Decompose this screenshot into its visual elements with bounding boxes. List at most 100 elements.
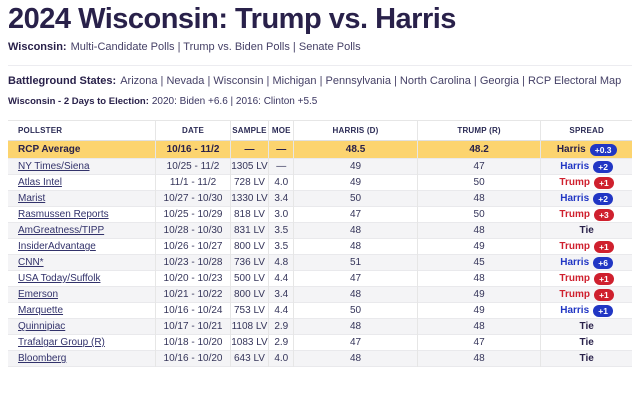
table-row: USA Today/Suffolk 10/20 - 10/23 500 LV 4… [8,270,632,287]
pollster-link[interactable]: CNN* [18,257,44,269]
pollster-link[interactable]: Quinnipiac [18,321,66,333]
spread-leader: Harris [560,193,590,205]
spread-leader: Tie [579,225,594,237]
poll-sample: 1330 LV [229,190,269,207]
pollster-link[interactable]: Bloomberg [18,353,67,365]
poll-moe: 2.9 [268,318,294,335]
harris-value: 49 [293,174,418,191]
poll-sample: 800 LV [229,238,269,255]
nav-link-nevada[interactable]: Nevada [166,75,205,88]
nav-link-michigan[interactable]: Michigan [272,75,317,88]
state-polls-nav: Wisconsin:Multi-Candidate Polls Trump vs.… [8,41,632,53]
battleground-label: Battleground States: [8,75,117,88]
trump-value: 48 [416,270,541,287]
poll-date: 10/25 - 10/29 [155,206,231,223]
trump-value: 45 [416,254,541,271]
nav-link-trump-vs-biden-polls[interactable]: Trump vs. Biden Polls [183,41,290,54]
nav-link-pennsylvania[interactable]: Pennsylvania [325,75,391,88]
spread-badge: +2 [593,192,614,205]
rcp-average-row: RCP Average 10/16 - 11/2 — — 48.5 48.2 H… [8,140,632,159]
poll-moe: — [268,158,294,175]
table-row: Trafalgar Group (R) 10/18 - 10/20 1083 L… [8,334,632,351]
pollster-link[interactable]: Marist [18,193,46,205]
trump-value: 48 [416,318,541,335]
poll-date: 10/25 - 11/2 [155,158,231,175]
nav-link-georgia[interactable]: Georgia [479,75,519,88]
table-row: Emerson 10/21 - 10/22 800 LV 3.4 48 49 T… [8,286,632,303]
poll-sample: 818 LV [229,206,269,223]
harris-value: 48 [293,350,418,367]
trump-value: 48 [416,190,541,207]
average-date: 10/16 - 11/2 [155,140,231,159]
poll-date: 10/26 - 10/27 [155,238,231,255]
table-row: InsiderAdvantage 10/26 - 10/27 800 LV 3.… [8,238,632,255]
poll-sample: 728 LV [229,174,269,191]
spread-leader: Tie [579,321,594,333]
nav-link-arizona[interactable]: Arizona [120,75,158,88]
subnav-label: Wisconsin: [8,41,67,54]
poll-date: 10/18 - 10/20 [155,334,231,351]
spread-leader: Trump [559,289,590,301]
rcp-poll-page: 2024 Wisconsin: Trump vs. Harris Wiscons… [8,4,632,367]
poll-sample: 1083 LV [229,334,269,351]
context-label: Wisconsin - 2 Days to Election: [8,96,149,108]
polls-table: POLLSTER DATE SAMPLE MOE HARRIS (D) TRUM… [8,120,632,367]
header-row: POLLSTER DATE SAMPLE MOE HARRIS (D) TRUM… [8,120,632,142]
nav-link-multi-candidate-polls[interactable]: Multi-Candidate Polls [70,41,175,54]
trump-value: 49 [416,286,541,303]
nav-link-wisconsin[interactable]: Wisconsin [213,75,264,88]
trump-value: 47 [416,334,541,351]
header-moe: MOE [268,120,294,142]
pollster-link[interactable]: Trafalgar Group (R) [18,337,105,349]
harris-value: 48 [293,318,418,335]
header-date: DATE [155,120,231,142]
table-row: Atlas Intel 11/1 - 11/2 728 LV 4.0 49 50… [8,174,632,191]
poll-date: 10/23 - 10/28 [155,254,231,271]
poll-sample: 753 LV [229,302,269,319]
poll-moe: 3.5 [268,222,294,239]
poll-date: 10/27 - 10/30 [155,190,231,207]
harris-value: 49 [293,158,418,175]
poll-date: 10/21 - 10/22 [155,286,231,303]
poll-sample: 1305 LV [229,158,269,175]
table-row: Bloomberg 10/16 - 10/20 643 LV 4.0 48 48… [8,350,632,367]
poll-moe: 3.0 [268,206,294,223]
battleground-states-nav: Battleground States:Arizona Nevada Wiscons… [8,65,632,87]
spread-leader: Trump [559,177,590,189]
poll-sample: 831 LV [229,222,269,239]
poll-moe: 3.5 [268,238,294,255]
trump-value: 47 [416,158,541,175]
header-trump: TRUMP (R) [416,120,541,142]
trump-value: 48 [416,350,541,367]
table-row: NY Times/Siena 10/25 - 11/2 1305 LV — 49… [8,158,632,175]
spread-leader: Trump [559,241,590,253]
nav-link-senate-polls[interactable]: Senate Polls [298,41,361,54]
poll-sample: 800 LV [229,286,269,303]
pollster-link[interactable]: USA Today/Suffolk [18,273,101,285]
trump-value: 50 [416,174,541,191]
nav-link-north-carolina[interactable]: North Carolina [399,75,471,88]
harris-value: 50 [293,302,418,319]
spread-leader: Tie [579,337,594,349]
trump-value: 50 [416,206,541,223]
pollster-link[interactable]: NY Times/Siena [18,161,90,173]
pollster-link[interactable]: InsiderAdvantage [18,241,96,253]
poll-moe: 4.0 [268,174,294,191]
poll-date: 11/1 - 11/2 [155,174,231,191]
column-headers: POLLSTER DATE SAMPLE MOE HARRIS (D) TRUM… [8,120,632,142]
pollster-link[interactable]: AmGreatness/TIPP [18,225,105,237]
pollster-link[interactable]: Emerson [18,289,59,301]
pollster-link[interactable]: Marquette [18,305,64,317]
spread-badge: +1 [593,272,614,285]
spread-leader: Harris [560,161,590,173]
pollster-link[interactable]: Rasmussen Reports [18,209,109,221]
average-spread-leader: Harris [556,144,586,156]
harris-value: 48 [293,222,418,239]
poll-date: 10/20 - 10/23 [155,270,231,287]
pollster-link[interactable]: Atlas Intel [18,177,62,189]
nav-link-rcp-electoral-map[interactable]: RCP Electoral Map [527,75,622,88]
poll-moe: 2.9 [268,334,294,351]
poll-moe: 4.4 [268,302,294,319]
table-row: CNN* 10/23 - 10/28 736 LV 4.8 51 45 Harr… [8,254,632,271]
spread-badge: +1 [593,304,614,317]
